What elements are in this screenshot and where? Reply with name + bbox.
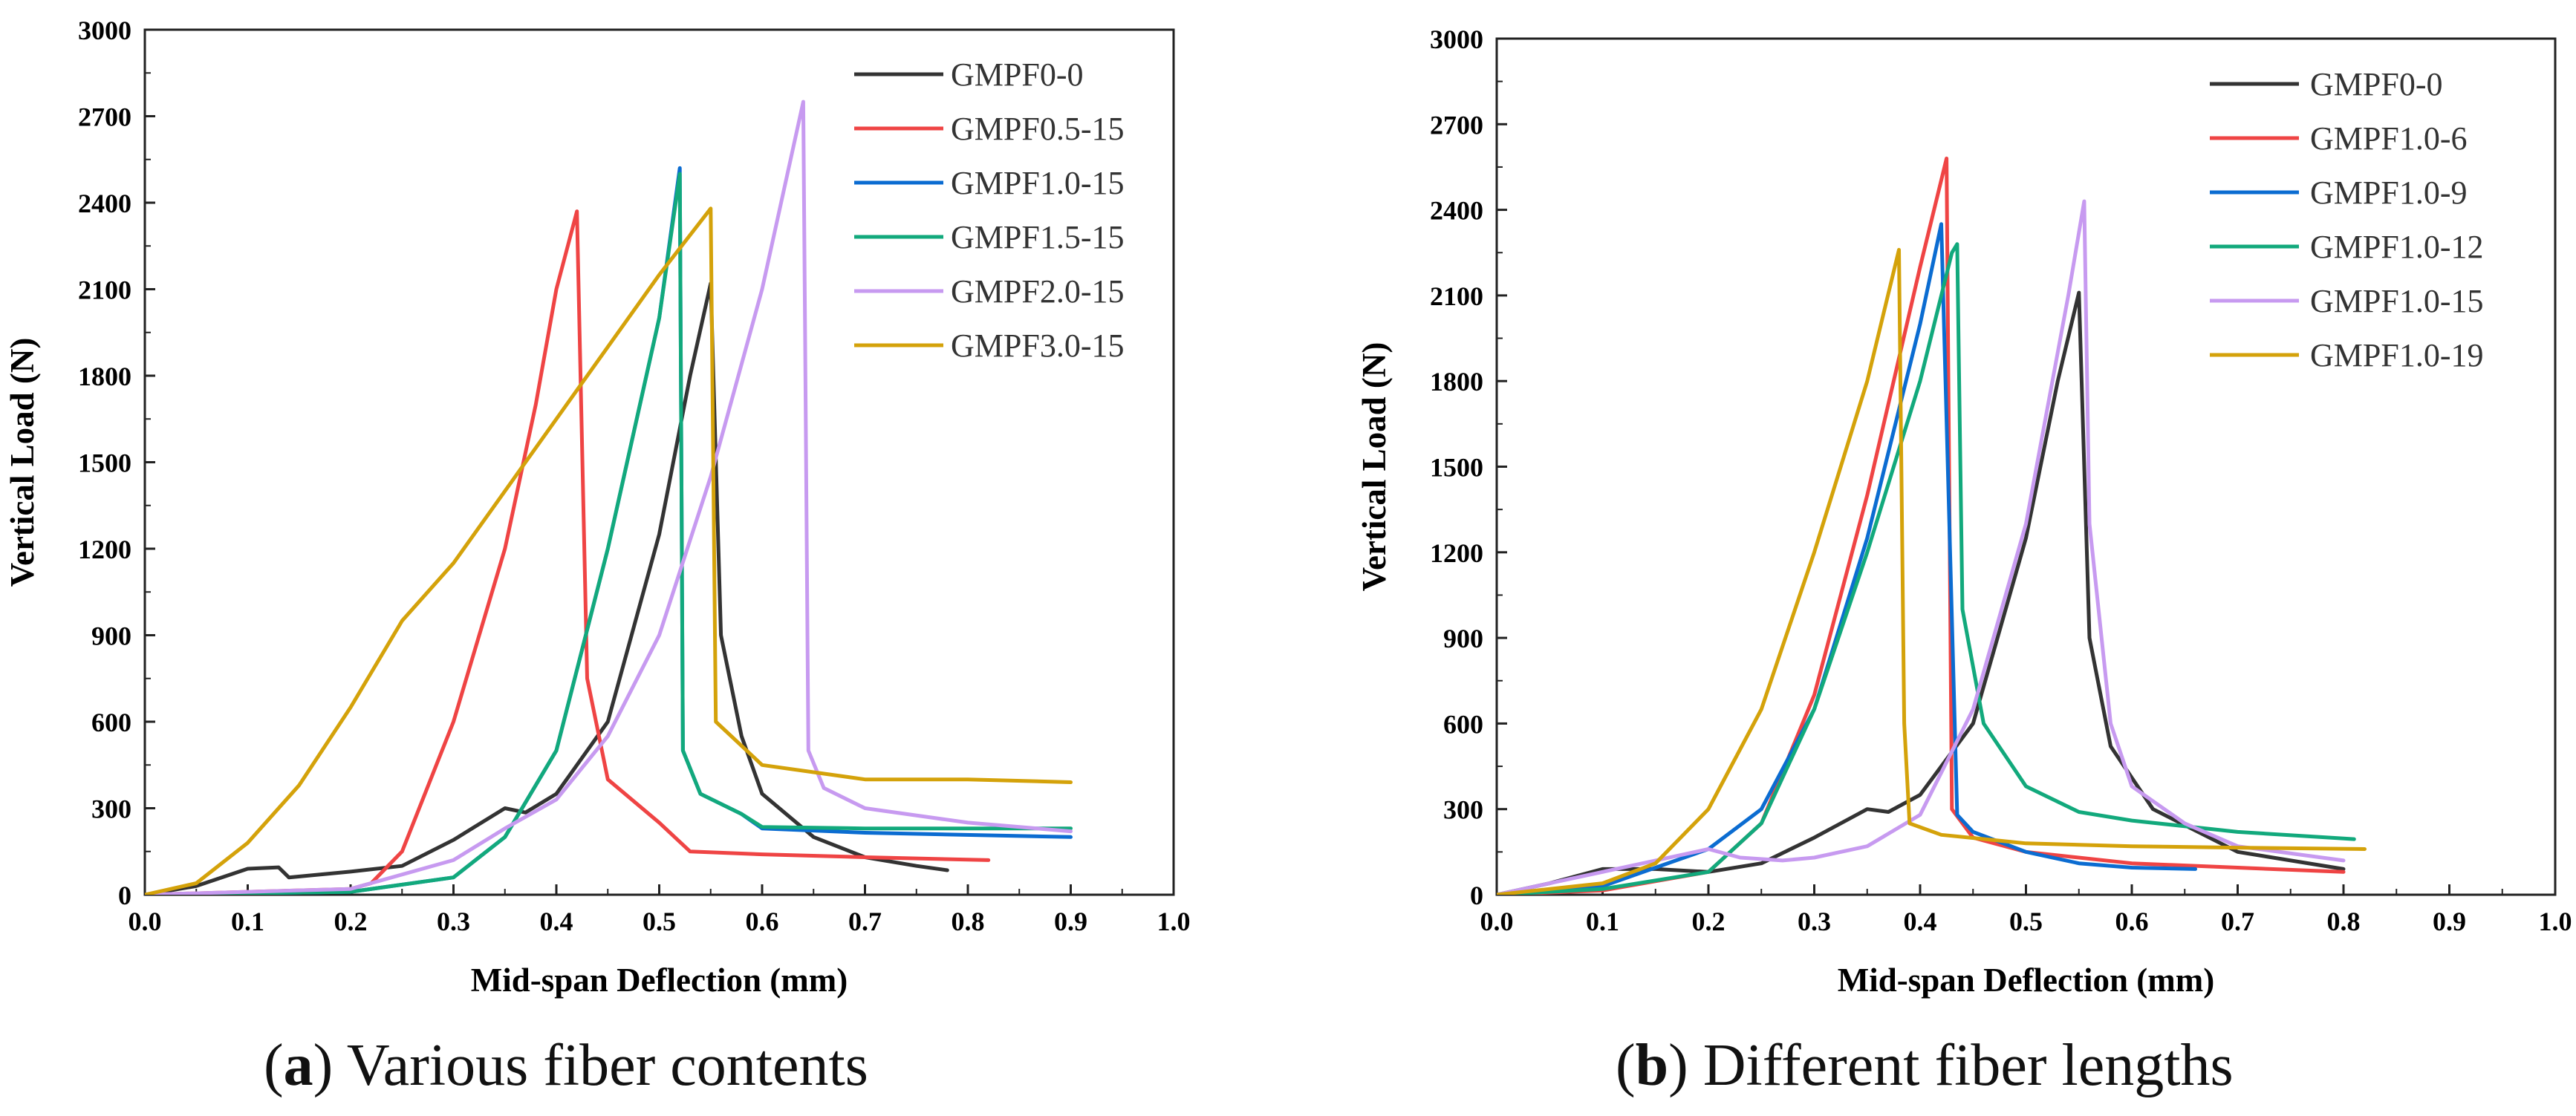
y-tick-label: 300 — [91, 794, 131, 824]
legend: GMPF0-0 GMPF1.0-6 GMPF1.0-9 GMPF1.0-12 GMPF1… — [2210, 66, 2484, 373]
x-tick-label: 0.4 — [1904, 907, 1937, 936]
y-tick-label: 2400 — [78, 189, 131, 218]
x-tick-label: 0.7 — [848, 907, 882, 936]
x-tick-label: 0.2 — [1692, 907, 1726, 936]
legend-label: GMPF1.5-15 — [951, 219, 1125, 255]
y-tick-label: 3000 — [1430, 25, 1483, 54]
chart-panel-a: 0.0 0.1 0.2 0.3 0.4 0.5 0.6 0.7 0.8 0.9 1.0 0 300 600… — [4, 16, 1191, 999]
x-tick-label: 0.5 — [643, 907, 676, 936]
x-tick-label: 0.9 — [1054, 907, 1087, 936]
x-tick-label: 0.8 — [952, 907, 985, 936]
y-tick-label: 1500 — [1430, 453, 1483, 483]
y-axis-label: Vertical Load (N) — [1356, 342, 1393, 592]
series-line-gmpf1-0-9 — [1497, 222, 2197, 895]
x-tick-label: 0.9 — [2433, 907, 2466, 936]
legend-label: GMPF0-0 — [2310, 66, 2443, 102]
y-tick-label: 2700 — [1430, 110, 1483, 140]
y-tick-label: 300 — [1443, 795, 1483, 825]
series-line-gmpf2-0-15 — [145, 99, 1073, 895]
x-tick-label: 0.2 — [334, 907, 368, 936]
caption-b-text: Different fiber lengths — [1702, 1033, 2234, 1098]
caption-a-text: Various fiber contents — [346, 1033, 868, 1098]
y-axis-label: Vertical Load (N) — [4, 338, 41, 587]
y-tick-label: 3000 — [78, 16, 131, 45]
series-line-gmpf1-0-15 — [1497, 199, 2346, 895]
series-group — [145, 99, 1073, 895]
series-line-gmpf1-0-15 — [145, 166, 1073, 895]
y-tick-label: 2100 — [78, 275, 131, 305]
y-tick-label: 600 — [1443, 709, 1483, 739]
x-tick-label: 1.0 — [2539, 907, 2572, 936]
legend-label: GMPF1.0-12 — [2310, 229, 2484, 265]
y-tick-label: 900 — [1443, 624, 1483, 653]
legend-label: GMPF0-0 — [951, 56, 1084, 93]
x-tick-label: 0.4 — [540, 907, 573, 936]
series-line-gmpf1-5-15 — [145, 172, 1073, 895]
x-tick-label: 0.8 — [2327, 907, 2361, 936]
legend-label: GMPF1.0-15 — [2310, 283, 2484, 319]
legend-label: GMPF2.0-15 — [951, 273, 1125, 310]
x-tick-label: 0.1 — [1586, 907, 1619, 936]
y-tick-label: 2400 — [1430, 196, 1483, 226]
y-tick-label: 1800 — [1430, 367, 1483, 397]
y-tick-label: 2700 — [78, 102, 131, 132]
x-tick-label: 0.6 — [2115, 907, 2149, 936]
x-tick-label: 0.3 — [1798, 907, 1831, 936]
caption-b: (b) Different fiber lengths — [1616, 1033, 2234, 1098]
plot-frame — [1495, 37, 2557, 896]
x-tick-label: 0.6 — [746, 907, 779, 936]
plot-frame — [143, 28, 1175, 896]
x-tick-label: 0.3 — [437, 907, 470, 936]
caption-b-letter: b — [1635, 1033, 1669, 1098]
series-line-gmpf0-5-15 — [145, 209, 991, 895]
y-tick-label: 0 — [118, 881, 131, 910]
legend-label: GMPF1.0-19 — [2310, 337, 2484, 373]
x-tick-label: 0.7 — [2221, 907, 2254, 936]
legend-label: GMPF3.0-15 — [951, 327, 1125, 364]
y-tick-label: 2100 — [1430, 281, 1483, 311]
caption-a-letter: a — [283, 1033, 313, 1098]
series-line-gmpf1-0-12 — [1497, 242, 2356, 895]
series-group — [1497, 156, 2367, 895]
chart-panel-b: 0.0 0.1 0.2 0.3 0.4 0.5 0.6 0.7 0.8 0.9 1.0 0 300 600… — [1356, 25, 2572, 999]
series-line-gmpf1-0-19 — [1497, 247, 2367, 895]
x-tick-label: 0.5 — [2009, 907, 2043, 936]
y-tick-label: 900 — [91, 621, 131, 651]
legend: GMPF0-0 GMPF0.5-15 GMPF1.0-15 GMPF1.5-15 GMP… — [854, 56, 1125, 364]
y-tick-label: 1800 — [78, 362, 131, 391]
legend-label: GMPF0.5-15 — [951, 111, 1125, 147]
y-tick-label: 1200 — [78, 535, 131, 564]
y-tick-label: 1500 — [78, 448, 131, 478]
y-tick-label: 600 — [91, 708, 131, 737]
x-tick-label: 0.0 — [129, 907, 162, 936]
x-axis-label: Mid-span Deflection (mm) — [1838, 962, 2214, 999]
legend-label: GMPF1.0-9 — [2310, 174, 2468, 211]
x-axis-label: Mid-span Deflection (mm) — [471, 962, 848, 999]
x-tick-label: 0.0 — [1480, 907, 1514, 936]
series-line-gmpf1-0-6 — [1497, 156, 2346, 895]
y-tick-label: 1200 — [1430, 538, 1483, 568]
x-tick-label: 1.0 — [1157, 907, 1191, 936]
x-tick-label: 0.1 — [231, 907, 264, 936]
caption-a: (a) Various fiber contents — [264, 1033, 868, 1098]
legend-label: GMPF1.0-6 — [2310, 120, 2468, 157]
y-tick-label: 0 — [1470, 881, 1483, 910]
series-line-gmpf3-0-15 — [145, 206, 1073, 895]
legend-label: GMPF1.0-15 — [951, 165, 1125, 201]
series-line-gmpf0-0 — [145, 281, 949, 895]
